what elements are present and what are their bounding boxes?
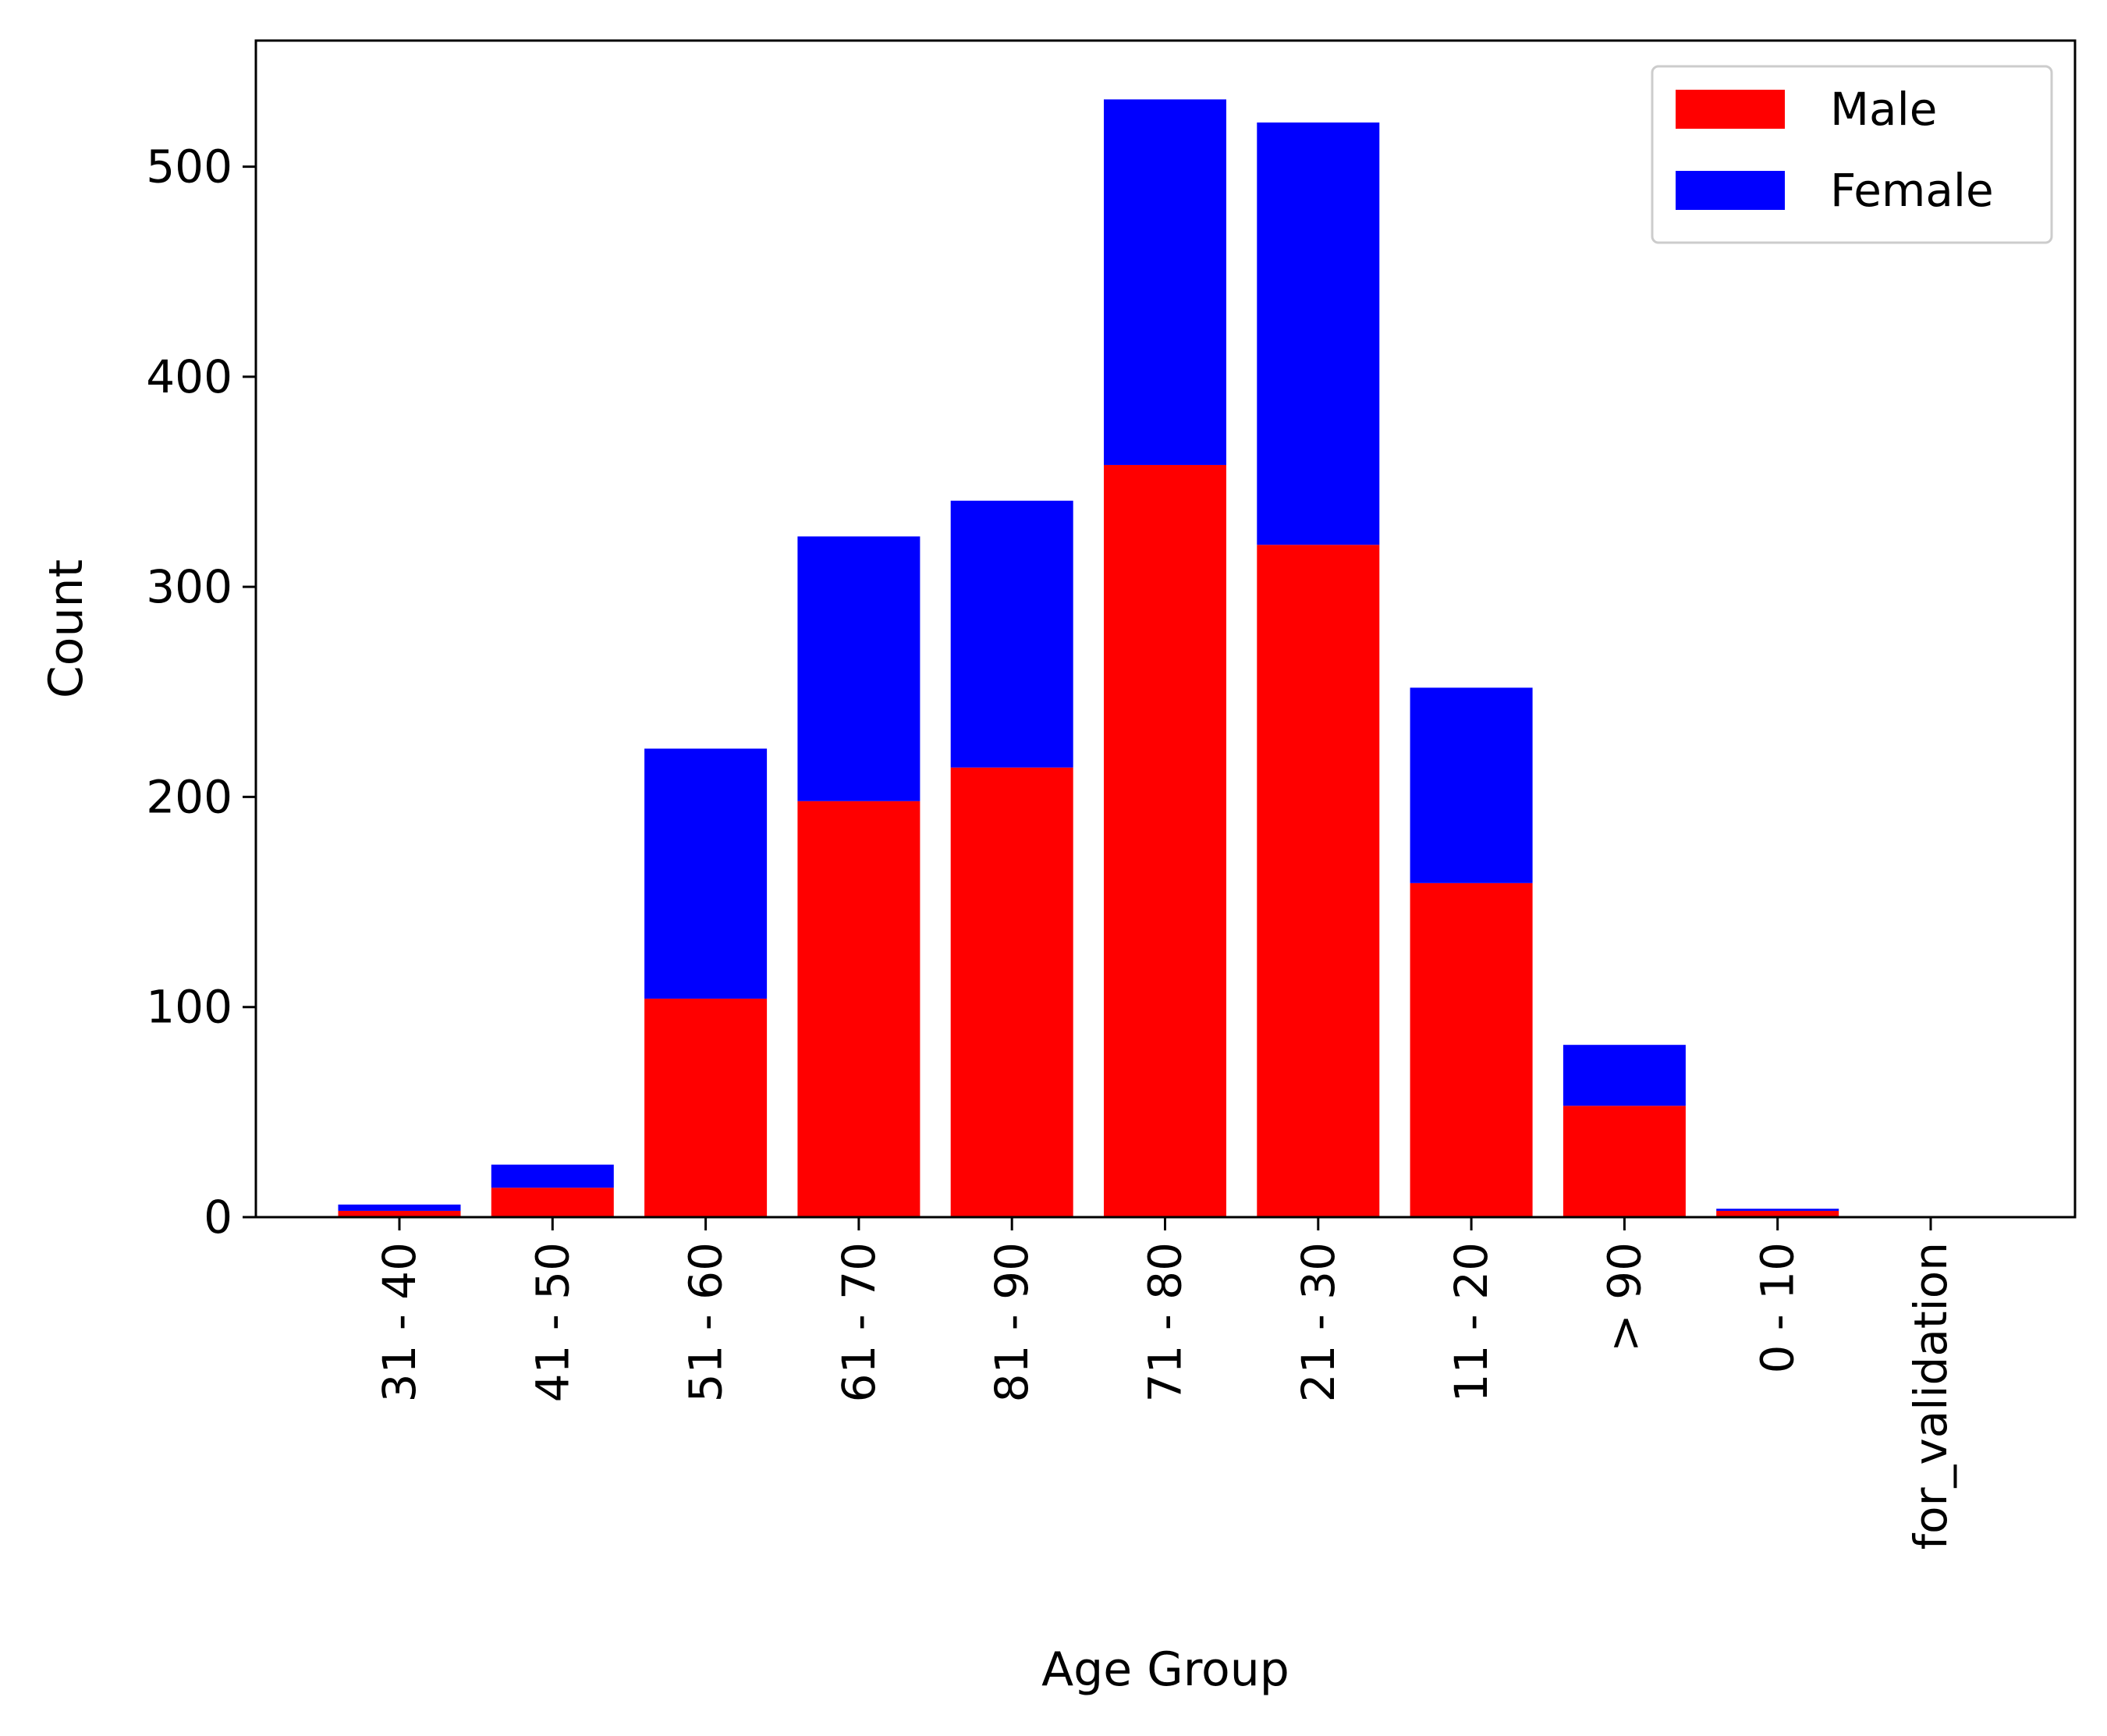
bar-female-6	[1257, 122, 1380, 545]
x-tick-label-1: 41 - 50	[526, 1242, 579, 1402]
bar-male-0	[338, 1210, 461, 1217]
y-axis-title: Count	[39, 559, 94, 698]
bars-layer	[338, 99, 1839, 1217]
bar-male-1	[491, 1188, 614, 1217]
bar-male-4	[950, 767, 1073, 1217]
x-tick-label-6: 21 - 30	[1292, 1242, 1345, 1402]
bar-female-0	[338, 1204, 461, 1211]
x-tick-label-5: 71 - 80	[1139, 1242, 1192, 1402]
bar-male-8	[1563, 1106, 1686, 1217]
x-tick-label-9: 0 - 10	[1751, 1242, 1804, 1374]
bar-female-4	[950, 500, 1073, 768]
x-axis-title: Age Group	[1041, 1642, 1289, 1697]
legend-swatch-female	[1676, 171, 1785, 210]
y-tick-label-2: 200	[146, 770, 232, 823]
bar-female-8	[1563, 1045, 1686, 1106]
x-tick-label-0: 31 - 40	[373, 1242, 426, 1402]
x-tick-label-4: 81 - 90	[985, 1242, 1038, 1402]
y-tick-label-4: 400	[146, 350, 232, 403]
y-tick-label-1: 100	[146, 981, 232, 1034]
y-tick-label-0: 0	[204, 1191, 232, 1244]
x-tick-label-8: > 90	[1598, 1242, 1651, 1352]
legend-swatch-male	[1676, 90, 1785, 129]
x-tick-label-10: for_validation	[1904, 1242, 1957, 1550]
bar-male-3	[797, 801, 920, 1217]
bar-male-7	[1410, 882, 1533, 1217]
legend-label-male: Male	[1830, 83, 1937, 136]
x-tick-label-3: 61 - 70	[832, 1242, 885, 1402]
legend: Male Female	[1651, 65, 2053, 244]
bar-female-1	[491, 1164, 614, 1188]
bar-female-7	[1410, 687, 1533, 883]
y-axis: 0 100 200 300 400 500	[146, 140, 256, 1244]
bar-female-5	[1104, 99, 1226, 465]
bar-male-6	[1257, 545, 1380, 1217]
bar-female-3	[797, 536, 920, 801]
bar-male-9	[1716, 1210, 1839, 1217]
y-tick-label-3: 300	[146, 560, 232, 613]
bar-female-9	[1716, 1209, 1839, 1211]
bar-female-2	[644, 748, 768, 999]
bar-male-2	[644, 998, 768, 1217]
x-tick-label-7: 11 - 20	[1445, 1242, 1498, 1402]
y-tick-label-5: 500	[146, 140, 232, 193]
legend-label-female: Female	[1830, 164, 1994, 217]
x-axis: 31 - 40 41 - 50 51 - 60 61 - 70 81 - 90 71 - …	[373, 1217, 1957, 1550]
x-tick-label-2: 51 - 60	[679, 1242, 732, 1402]
bar-male-5	[1104, 464, 1226, 1217]
